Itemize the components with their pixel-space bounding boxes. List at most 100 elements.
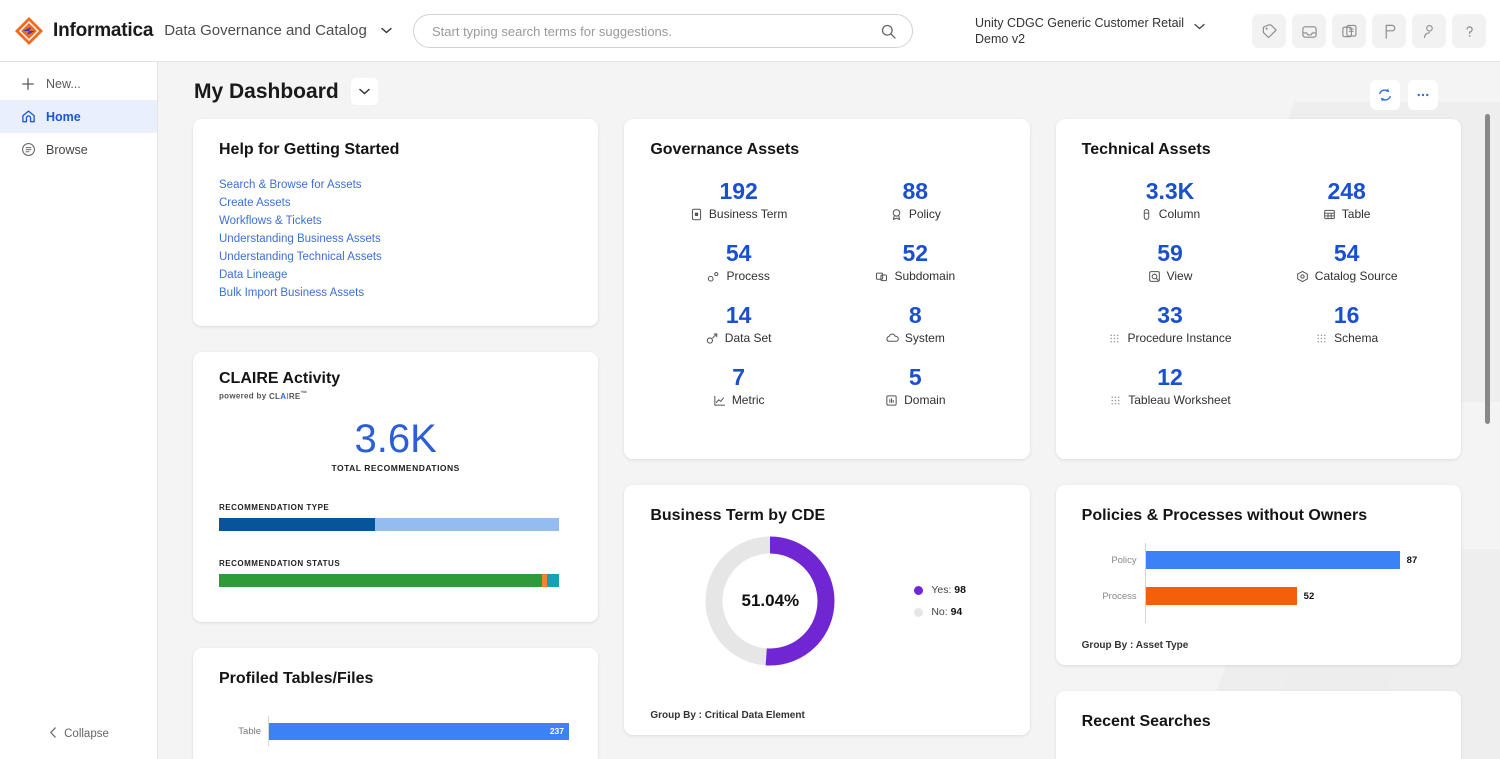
column-1: Help for Getting Started Search & Browse… xyxy=(193,119,599,759)
sidebar-new-button[interactable]: New... xyxy=(0,67,157,100)
asset-label: Business Term xyxy=(708,207,788,221)
help-link[interactable]: Search & Browse for Assets xyxy=(219,179,362,191)
recent-searches-card: Recent Searches xyxy=(1055,691,1461,759)
global-search[interactable] xyxy=(413,14,913,48)
recommendation-status-bar[interactable] xyxy=(219,573,559,587)
group-by-label: Group By : Critical Data Element xyxy=(650,710,805,721)
asset-tableau-worksheet[interactable]: 12 Tableau Worksheet xyxy=(1082,363,1259,407)
donut-holder: 51.04% xyxy=(650,531,890,671)
technical-assets-grid: 3.3K Column 248 xyxy=(1082,177,1435,407)
claire-wordmark: CLAIRE™ xyxy=(268,390,308,401)
left-sidebar: New... Home Browse Collapse xyxy=(0,62,158,759)
help-link[interactable]: Understanding Technical Assets xyxy=(219,251,382,263)
search-icon[interactable] xyxy=(881,24,896,39)
status-segment-pending[interactable] xyxy=(547,573,559,587)
asset-label-row: Process xyxy=(650,269,827,283)
asset-business-term[interactable]: 192 Business Term xyxy=(650,177,827,221)
inbox-icon[interactable] xyxy=(1292,14,1326,48)
status-segment-accepted[interactable] xyxy=(219,573,542,587)
asset-value: 59 xyxy=(1157,240,1183,266)
powered-prefix: powered by xyxy=(219,391,269,401)
schema-icon xyxy=(1315,332,1328,345)
help-link[interactable]: Workflows & Tickets xyxy=(219,215,322,227)
asset-procedure-instance[interactable]: 33 Procedure Instance xyxy=(1082,301,1259,345)
business-term-by-cde-card: Business Term by CDE 51.04% xyxy=(624,485,1030,735)
legend-swatch xyxy=(914,607,924,617)
recommendation-status-label: RECOMMENDATION STATUS xyxy=(219,558,341,568)
asset-system[interactable]: 8 System xyxy=(827,301,1004,345)
asset-data-set[interactable]: 14 Data Set xyxy=(650,301,827,345)
asset-domain[interactable]: 5 Domain xyxy=(827,363,1004,407)
status-segment-rejected[interactable] xyxy=(542,573,548,587)
asset-value: 33 xyxy=(1157,302,1183,328)
top-header: Informatica Data Governance and Catalog … xyxy=(0,0,1500,62)
donut-chart[interactable] xyxy=(700,531,840,671)
asset-label: Policy xyxy=(908,207,941,221)
help-links-list: Search & Browse for Assets Create Assets… xyxy=(219,177,572,302)
asset-schema[interactable]: 16 Schema xyxy=(1258,301,1435,345)
asset-column[interactable]: 3.3K Column xyxy=(1082,177,1259,221)
legend-item-yes[interactable]: Yes: 98 xyxy=(914,584,966,596)
tag-icon[interactable] xyxy=(1252,14,1286,48)
help-link[interactable]: Understanding Business Assets xyxy=(219,233,381,245)
asset-label: View xyxy=(1166,269,1193,283)
asset-value: 12 xyxy=(1157,364,1183,390)
legend-swatch xyxy=(914,585,924,595)
asset-table[interactable]: 248 Table xyxy=(1258,177,1435,221)
asset-policy[interactable]: 88 Policy xyxy=(827,177,1004,221)
help-icon[interactable] xyxy=(1452,14,1486,48)
more-options-button[interactable] xyxy=(1408,80,1438,110)
browse-icon xyxy=(20,142,36,157)
claire-activity-card: CLAIRE Activity powered by CLAIRE™ 3.6K … xyxy=(193,352,599,622)
user-icon[interactable] xyxy=(1412,14,1446,48)
card-title: Profiled Tables/Files xyxy=(219,670,374,687)
sidebar-item-browse[interactable]: Browse xyxy=(0,133,157,166)
bar-table[interactable]: 237 xyxy=(269,722,569,740)
asset-label: Metric xyxy=(731,393,765,407)
chart-axis xyxy=(268,716,269,746)
recommendation-type-bar[interactable] xyxy=(219,517,559,531)
dashboard-selector-button[interactable] xyxy=(350,78,378,105)
help-link[interactable]: Data Lineage xyxy=(219,269,288,281)
refresh-button[interactable] xyxy=(1370,80,1400,110)
bar-row-policy: Policy 87 xyxy=(1082,551,1435,569)
procedure-instance-icon xyxy=(1108,332,1121,345)
asset-subdomain[interactable]: 52 Subdomain xyxy=(827,239,1004,283)
asset-metric[interactable]: 7 Metric xyxy=(650,363,827,407)
help-link[interactable]: Bulk Import Business Assets xyxy=(219,287,365,299)
asset-label: Catalog Source xyxy=(1314,269,1398,283)
help-link[interactable]: Create Assets xyxy=(219,197,291,209)
card-title: Help for Getting Started xyxy=(219,141,400,158)
vertical-scrollbar[interactable] xyxy=(1485,114,1490,424)
asset-label-row: System xyxy=(827,331,1004,345)
bar-category-label: Table xyxy=(238,725,261,737)
bar-process[interactable] xyxy=(1144,587,1297,605)
governance-assets-grid: 192 Business Term 88 xyxy=(650,177,1003,407)
org-selector[interactable]: Unity CDGC Generic Customer Retail Demo … xyxy=(975,15,1225,47)
asset-process[interactable]: 54 Process xyxy=(650,239,827,283)
copies-icon[interactable] xyxy=(1332,14,1366,48)
asset-value: 7 xyxy=(732,364,746,390)
sidebar-item-label: Browse xyxy=(46,142,88,157)
sidebar-collapse-button[interactable]: Collapse xyxy=(0,727,158,741)
asset-label-row: Policy xyxy=(827,207,1004,221)
legend-label: No: 94 xyxy=(931,606,963,618)
legend-item-no[interactable]: No: 94 xyxy=(914,606,966,618)
asset-view[interactable]: 59 View xyxy=(1082,239,1259,283)
brand[interactable]: Informatica Data Governance and Catalog xyxy=(14,16,392,46)
asset-label-row: Tableau Worksheet xyxy=(1082,393,1259,407)
chevron-down-icon[interactable] xyxy=(381,25,392,37)
asset-label: Process xyxy=(726,269,770,283)
asset-value: 88 xyxy=(902,178,929,204)
bar-policy[interactable] xyxy=(1144,551,1400,569)
sidebar-item-home[interactable]: Home xyxy=(0,100,157,133)
search-input[interactable] xyxy=(414,15,881,47)
asset-value: 8 xyxy=(908,302,922,328)
flag-icon[interactable] xyxy=(1372,14,1406,48)
type-segment-b[interactable] xyxy=(375,517,559,531)
metric-icon xyxy=(713,394,726,407)
type-segment-a[interactable] xyxy=(219,517,376,531)
asset-catalog-source[interactable]: 54 Catalog Source xyxy=(1258,239,1435,283)
donut-legend: Yes: 98 No: 94 xyxy=(914,584,966,618)
chevron-down-icon[interactable] xyxy=(1194,22,1205,33)
